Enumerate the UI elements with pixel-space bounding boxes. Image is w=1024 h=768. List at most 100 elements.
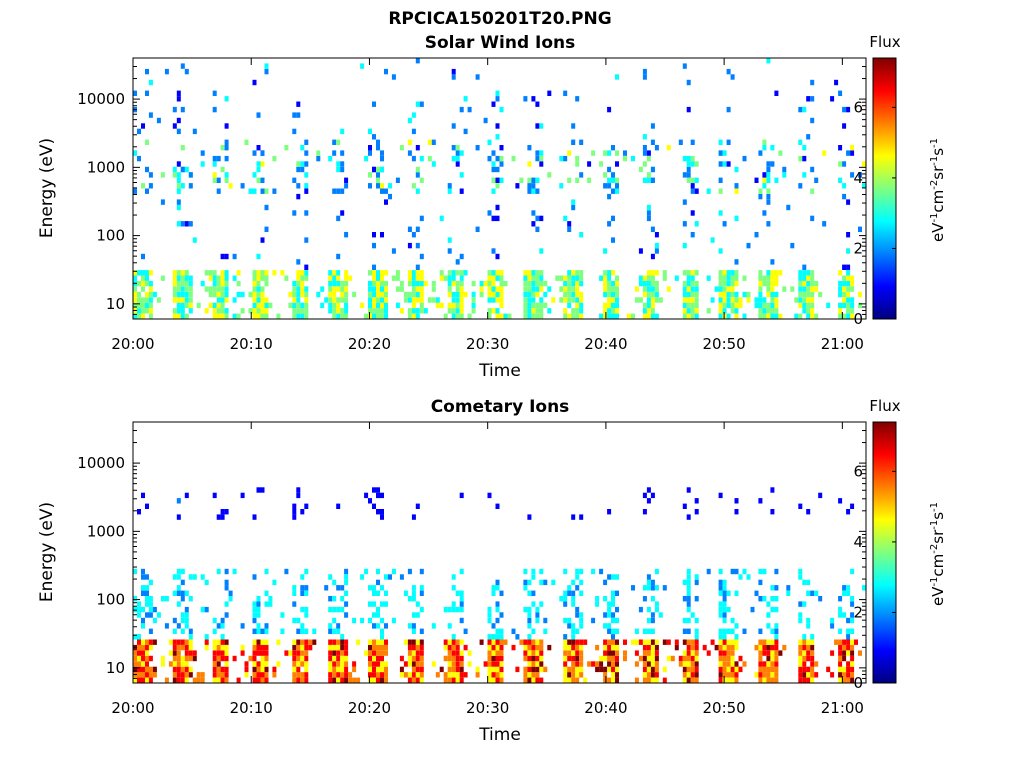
heatmap-cell [336, 253, 341, 260]
heatmap-cell [806, 270, 811, 276]
heatmap-cell [415, 275, 420, 281]
heatmap-cell [846, 275, 851, 281]
heatmap-cell [766, 612, 771, 618]
heatmap-cell [491, 150, 496, 156]
heatmap-cell [145, 596, 149, 602]
heatmap-cell [810, 655, 815, 662]
heatmap-cell [296, 270, 301, 276]
heatmap-cell [459, 596, 464, 602]
heatmap-cell [710, 237, 715, 243]
heatmap-cell [567, 666, 572, 673]
heatmap-cell [148, 79, 153, 86]
heatmap-cell [447, 302, 452, 309]
heatmap-cell [718, 188, 723, 194]
heatmap-cell [575, 297, 580, 303]
heatmap-cell [200, 677, 205, 683]
heatmap-cell [316, 155, 321, 162]
heatmap-cell [260, 237, 265, 243]
heatmap-cell [579, 612, 584, 618]
heatmap-cell [372, 655, 376, 662]
heatmap-cell [646, 677, 651, 683]
heatmap-cell [336, 166, 341, 173]
heatmap-cell [176, 291, 181, 298]
heatmap-cell [304, 590, 309, 596]
heatmap-cell [439, 302, 444, 309]
heatmap-cell [256, 286, 261, 292]
heatmap-cell [376, 672, 380, 678]
heatmap-cell [686, 672, 691, 678]
heatmap-cell [376, 270, 380, 276]
heatmap-cell [292, 650, 297, 656]
heatmap-cell [615, 666, 619, 673]
heatmap-cell [176, 655, 181, 662]
heatmap-cell [137, 644, 141, 651]
heatmap-cell [666, 145, 671, 151]
heatmap-cell [376, 286, 380, 292]
heatmap-cell [252, 672, 257, 678]
heatmap-cell [399, 280, 404, 287]
heatmap-cell [133, 677, 137, 683]
heatmap-cell [682, 579, 687, 586]
heatmap-cell [766, 644, 771, 651]
heatmap-cell [304, 237, 309, 243]
heatmap-cell [758, 650, 763, 656]
heatmap-cell [415, 145, 420, 151]
heatmap-cell [575, 661, 580, 667]
heatmap-cell [272, 188, 277, 194]
heatmap-cell [690, 644, 695, 651]
heatmap-cell [575, 161, 580, 167]
heatmap-cell [304, 308, 309, 314]
heatmap-cell [790, 242, 795, 249]
heatmap-cell [499, 655, 504, 662]
heatmap-cell [547, 308, 552, 314]
heatmap-cell [455, 666, 460, 673]
heatmap-cell [798, 677, 803, 683]
heatmap-cell [846, 313, 851, 319]
heatmap-cell [176, 514, 181, 520]
heatmap-cell [579, 579, 584, 586]
heatmap-cell [571, 672, 576, 678]
heatmap-cell [607, 150, 612, 156]
heatmap-cell [328, 677, 333, 683]
heatmap-cell [475, 672, 480, 678]
heatmap-cell [467, 650, 472, 656]
heatmap-cell [758, 308, 763, 314]
heatmap-cell [718, 661, 723, 667]
heatmap-cell [758, 498, 763, 504]
heatmap-cell [216, 177, 221, 183]
heatmap-cell [579, 297, 584, 303]
heatmap-cell [348, 275, 353, 281]
heatmap-cell [730, 74, 735, 80]
heatmap-cell [447, 677, 452, 683]
heatmap-cell [467, 313, 472, 319]
heatmap-cell [332, 308, 337, 314]
heatmap-cell [575, 628, 580, 634]
heatmap-cell [846, 150, 851, 156]
heatmap-cell [770, 487, 775, 493]
heatmap-cell [192, 574, 197, 580]
heatmap-cell [611, 590, 615, 596]
heatmap-cell [447, 623, 452, 629]
heatmap-cell [172, 672, 177, 678]
heatmap-cell [391, 568, 396, 575]
heatmap-cell [483, 280, 488, 287]
heatmap-cell [499, 161, 504, 167]
heatmap-cell [806, 579, 811, 586]
heatmap-cell [646, 617, 651, 624]
heatmap-cell [260, 672, 265, 678]
heatmap-cell [216, 650, 221, 656]
heatmap-cell [332, 302, 337, 309]
heatmap-cell [579, 661, 584, 667]
heatmap-cell [487, 139, 492, 145]
heatmap-cell [344, 650, 349, 656]
heatmap-cell [654, 313, 659, 319]
heatmap-cell [495, 579, 500, 586]
heatmap-cell [300, 313, 305, 319]
heatmap-cell [595, 601, 600, 607]
heatmap-cell [774, 672, 779, 678]
heatmap-cell [368, 172, 372, 178]
heatmap-cell [380, 661, 384, 667]
heatmap-cell [188, 221, 193, 227]
heatmap-cell [459, 590, 464, 596]
heatmap-cell [838, 286, 843, 292]
